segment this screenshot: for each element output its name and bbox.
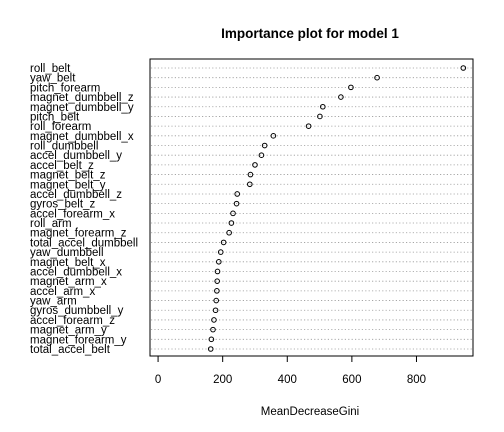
category-label: magnet_dumbbell_y bbox=[30, 102, 134, 114]
data-point bbox=[226, 229, 232, 236]
category-label: magnet_belt_x bbox=[30, 257, 106, 269]
x-tick-label: 400 bbox=[278, 374, 297, 386]
data-point bbox=[247, 171, 254, 178]
category-label: yaw_belt bbox=[30, 73, 76, 85]
category-label: accel_dumbbell_y bbox=[30, 150, 122, 162]
data-point bbox=[258, 152, 265, 159]
category-label: accel_dumbbell_z bbox=[30, 189, 122, 201]
data-point bbox=[305, 123, 312, 129]
category-label: magnet_arm_y bbox=[30, 325, 107, 337]
data-point bbox=[233, 200, 240, 207]
gridlines bbox=[151, 67, 472, 350]
data-point bbox=[252, 162, 258, 168]
category-label: total_accel_dumbbell bbox=[30, 237, 138, 249]
data-point bbox=[317, 113, 323, 120]
category-label: yaw_dumbbell bbox=[30, 247, 104, 259]
data-point bbox=[338, 94, 344, 100]
category-label: magnet_dumbbell_x bbox=[30, 131, 134, 143]
data-point bbox=[207, 346, 214, 352]
category-label: roll_dumbbell bbox=[30, 141, 98, 153]
data-point bbox=[212, 307, 219, 314]
category-label: gyros_dumbbell_y bbox=[30, 305, 124, 317]
data-point bbox=[234, 191, 241, 197]
x-axis: 0 200 400 600 800 bbox=[155, 355, 426, 386]
data-point bbox=[211, 317, 217, 323]
x-axis-label: MeanDecreaseGini bbox=[261, 406, 359, 418]
data-point bbox=[320, 103, 326, 110]
category-label: accel_forearm_x bbox=[30, 208, 115, 220]
data-points bbox=[207, 65, 467, 352]
category-labels: roll_beltyaw_beltpitch_forearmmagnet_dum… bbox=[30, 63, 138, 356]
data-point bbox=[228, 220, 235, 226]
data-point bbox=[217, 249, 224, 255]
data-point bbox=[270, 133, 277, 139]
category-label: magnet_arm_x bbox=[30, 276, 107, 288]
category-label: roll_arm bbox=[30, 218, 72, 230]
chart-title: Importance plot for model 1 bbox=[221, 26, 399, 41]
data-point bbox=[460, 65, 467, 71]
data-point bbox=[374, 74, 380, 81]
category-label: magnet_forearm_y bbox=[30, 334, 127, 346]
category-label: magnet_belt_z bbox=[30, 170, 106, 182]
category-label: roll_forearm bbox=[30, 121, 91, 133]
data-point bbox=[261, 142, 268, 149]
category-label: accel_forearm_z bbox=[30, 315, 115, 327]
category-label: pitch_belt bbox=[30, 111, 80, 123]
category-label: accel_dumbbell_x bbox=[30, 266, 122, 278]
data-point bbox=[214, 268, 221, 275]
category-label: yaw_arm bbox=[30, 296, 77, 308]
data-point bbox=[213, 297, 220, 304]
data-point bbox=[247, 181, 253, 188]
category-label: magnet_forearm_z bbox=[30, 228, 127, 240]
data-point bbox=[214, 278, 220, 284]
data-point bbox=[215, 258, 222, 265]
data-point bbox=[220, 239, 227, 246]
category-label: magnet_belt_y bbox=[30, 179, 106, 191]
category-label: accel_arm_x bbox=[30, 286, 95, 298]
data-point bbox=[214, 288, 220, 294]
x-tick-label: 800 bbox=[407, 374, 426, 386]
category-label: total_accel_belt bbox=[30, 344, 111, 356]
x-tick-label: 200 bbox=[213, 374, 232, 386]
data-point bbox=[208, 336, 215, 343]
category-label: magnet_dumbbell_z bbox=[30, 92, 134, 104]
data-point bbox=[348, 84, 354, 91]
x-tick-label: 600 bbox=[342, 374, 361, 386]
category-label: pitch_forearm bbox=[30, 82, 100, 94]
category-label: gyros_belt_z bbox=[30, 199, 95, 211]
x-tick-label: 0 bbox=[155, 374, 161, 386]
data-point bbox=[210, 326, 216, 333]
data-point bbox=[230, 210, 236, 217]
category-label: accel_belt_z bbox=[30, 160, 94, 172]
category-label: roll_belt bbox=[30, 63, 71, 75]
plot-frame bbox=[149, 58, 474, 357]
